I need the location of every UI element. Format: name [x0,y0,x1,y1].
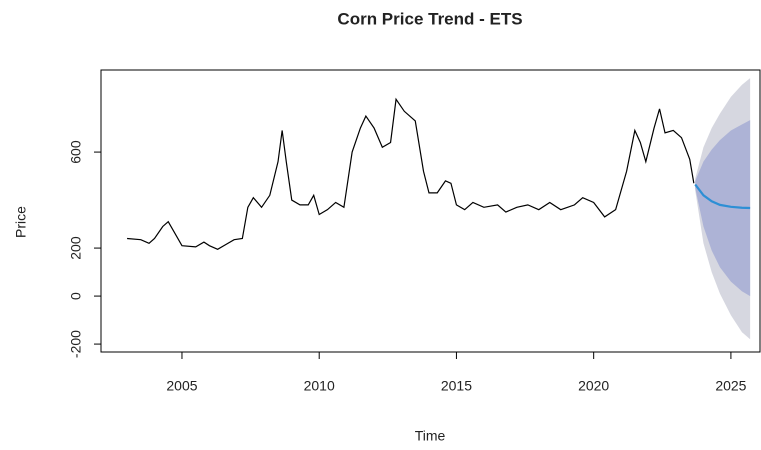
x-tick-label: 2010 [304,378,335,394]
band-80 [695,120,751,297]
y-tick-label: 0 [68,292,84,300]
y-tick-label: -200 [68,330,84,358]
y-tick-label: 600 [68,140,84,164]
plot-box [100,69,761,353]
x-tick-label: 2015 [441,378,472,394]
price-line [127,97,695,250]
y-axis-label: Price [13,206,29,238]
x-axis-label: Time [415,428,446,444]
forecast-line [694,183,751,210]
chart-title: Corn Price Trend - ETS [337,9,522,28]
x-tick-label: 2025 [715,378,746,394]
x-tick-label: 2005 [166,378,197,394]
x-tick-label: 2020 [578,378,609,394]
y-tick-label: 200 [68,236,84,260]
